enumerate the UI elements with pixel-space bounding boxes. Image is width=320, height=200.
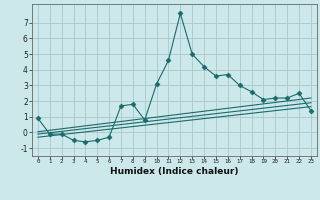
X-axis label: Humidex (Indice chaleur): Humidex (Indice chaleur) — [110, 167, 239, 176]
